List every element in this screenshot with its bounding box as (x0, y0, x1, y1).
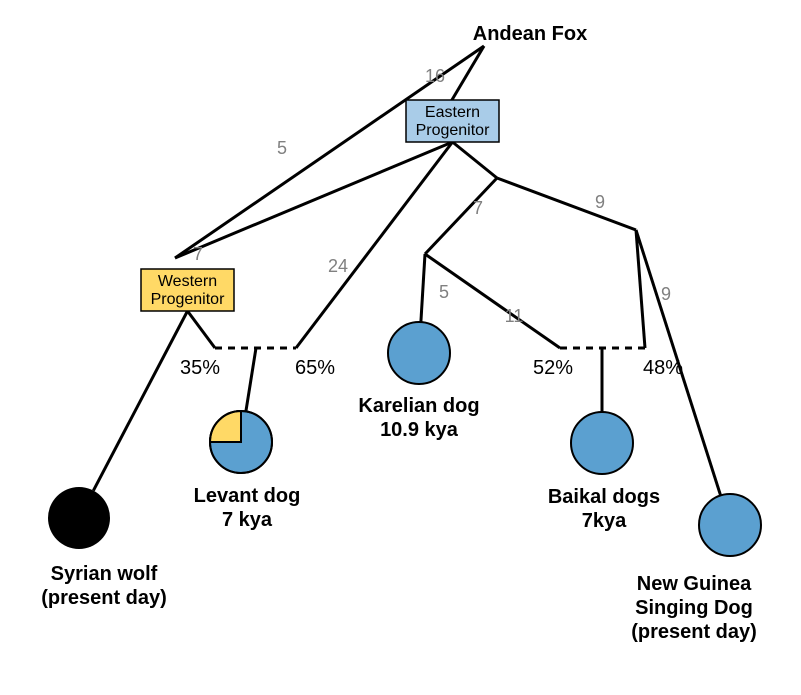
edge (188, 311, 216, 348)
eastern-progenitor-label: Progenitor (416, 122, 490, 139)
levant-label: 7 kya (222, 509, 273, 531)
admixture-percent: 35% (180, 357, 220, 379)
edge-length-label: 5 (439, 282, 449, 302)
karelian-label: Karelian dog (358, 395, 479, 417)
edge (296, 142, 453, 348)
ngsd-label: Singing Dog (635, 597, 753, 619)
karelian-label: 10.9 kya (380, 419, 459, 441)
edge-length-label: 16 (425, 66, 445, 86)
edge (421, 254, 425, 322)
levant-label: Levant dog (194, 485, 301, 507)
karelian-node (388, 322, 450, 384)
phylogeny-diagram: EasternProgenitorWesternProgenitor 16577… (0, 0, 801, 695)
edge-length-label: 7 (193, 244, 203, 264)
baikal-label: 7kya (582, 510, 627, 532)
edge-length-label: 5 (277, 138, 287, 158)
andean-label: Andean Fox (473, 23, 587, 45)
syrian-label: (present day) (41, 587, 167, 609)
admixture-percent: 48% (643, 357, 683, 379)
edge (175, 142, 453, 258)
ngsd-label: New Guinea (637, 573, 752, 595)
ngsd-label: (present day) (631, 621, 757, 643)
baikal-node (571, 412, 633, 474)
baikal-label: Baikal dogs (548, 486, 660, 508)
syrian-label: Syrian wolf (51, 563, 158, 585)
edge (246, 348, 256, 411)
edge-length-label: 7 (473, 198, 483, 218)
admixture-percent: 52% (533, 357, 573, 379)
western-progenitor-label: Western (158, 273, 217, 290)
edge (453, 142, 498, 178)
admixture-percent: 65% (295, 357, 335, 379)
syrian-node (48, 487, 110, 549)
edge (497, 178, 636, 230)
edge (93, 311, 187, 491)
edge-length-label: 9 (595, 192, 605, 212)
edge-length-label: 24 (328, 256, 348, 276)
edge-length-label: 9 (661, 284, 671, 304)
eastern-progenitor-label: Eastern (425, 104, 480, 121)
edge (425, 178, 497, 254)
progenitor-boxes: EasternProgenitorWesternProgenitor (141, 100, 499, 311)
edge-length-label: 11 (505, 306, 524, 326)
western-progenitor-label: Progenitor (151, 291, 225, 308)
ngsd-node (699, 494, 761, 556)
